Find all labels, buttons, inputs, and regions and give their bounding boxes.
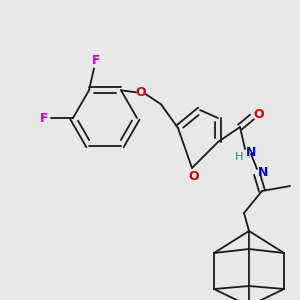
Text: N: N — [246, 146, 256, 158]
Text: O: O — [189, 170, 199, 184]
Text: H: H — [235, 152, 243, 162]
Text: N: N — [258, 166, 268, 178]
Text: F: F — [92, 54, 100, 67]
Text: O: O — [254, 109, 264, 122]
Text: O: O — [136, 86, 146, 99]
Text: F: F — [40, 112, 48, 124]
